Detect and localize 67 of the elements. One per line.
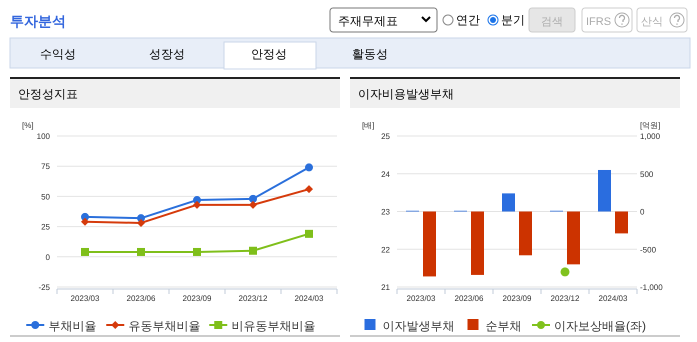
point [193, 248, 201, 256]
text: 투자분석 [10, 13, 66, 29]
text: IFRS [586, 16, 612, 28]
y-tick-label: 21 [381, 283, 391, 292]
point [305, 230, 313, 238]
point [81, 218, 89, 226]
y2-axis-title: [억원] [640, 121, 660, 130]
legend-label: 이자발생부채 [382, 319, 454, 333]
point [81, 248, 89, 256]
text: 연간 [456, 13, 480, 27]
y2-tick-label: 0 [640, 208, 645, 216]
point [193, 200, 201, 209]
y-tick-label: 24 [381, 170, 391, 179]
point [249, 246, 257, 255]
x-tick-label: 2023/03 [70, 294, 100, 303]
legend-label: 유동부채비율 [128, 319, 200, 333]
y-tick-label: 25 [381, 132, 391, 141]
y-axis-title: [배] [362, 121, 374, 130]
x-tick-label: 2023/06 [454, 294, 484, 303]
legend-label: 이자보상배율(좌) [554, 319, 646, 333]
text: 성장성 [149, 47, 185, 61]
x-tick-label: 2023/09 [182, 294, 212, 303]
x-tick-label: 2024/03 [294, 294, 324, 303]
y-tick-label: 0 [46, 252, 51, 262]
x-tick-label: 2024/03 [598, 294, 628, 303]
bar [471, 212, 484, 275]
x-tick-label: 2023/09 [502, 294, 532, 303]
point [305, 163, 313, 172]
y2-tick-label: -1,000 [640, 283, 664, 292]
text: 수익성 [40, 47, 76, 61]
bar [519, 212, 532, 256]
text: 주재무제표 [338, 14, 398, 28]
y-tick-label: 22 [381, 245, 391, 254]
bar [423, 212, 436, 276]
x-tick-label: 2023/12 [550, 294, 580, 303]
legend-label: 비유동부채비율 [231, 319, 316, 333]
text: 활동성 [352, 47, 388, 61]
y-tick-label: 25 [41, 222, 51, 232]
point [249, 200, 257, 209]
x-tick-label: 2023/12 [238, 294, 268, 303]
chart-title: 이자비용발생부채 [358, 87, 454, 101]
y-tick-label: 75 [41, 162, 51, 172]
x-tick-label: 2023/03 [406, 294, 436, 303]
y-tick-label: -25 [38, 283, 51, 292]
legend-label: 부채비율 [48, 319, 96, 333]
y-axis-title: [%] [22, 121, 34, 130]
point [305, 185, 313, 194]
chart-title: 안정성지표 [18, 87, 78, 101]
point [137, 218, 145, 227]
legend-label: 순부채 [486, 319, 522, 333]
y-tick-label: 100 [36, 132, 51, 141]
y-tick-label: 23 [381, 208, 391, 216]
y2-tick-label: 1,000 [640, 132, 661, 141]
bar [502, 193, 515, 212]
point [249, 194, 257, 203]
bar [567, 212, 580, 264]
text: 검색 [541, 16, 563, 28]
text: 안정성 [251, 47, 287, 61]
text: 분기 [501, 13, 525, 27]
bar [598, 170, 611, 212]
y-tick-label: 50 [41, 192, 51, 202]
text: 산식 [641, 16, 663, 28]
point [137, 248, 145, 256]
x-tick-label: 2023/06 [126, 294, 156, 303]
bar [615, 212, 628, 234]
y2-tick-label: 500 [640, 170, 654, 179]
y2-tick-label: -500 [640, 245, 657, 254]
